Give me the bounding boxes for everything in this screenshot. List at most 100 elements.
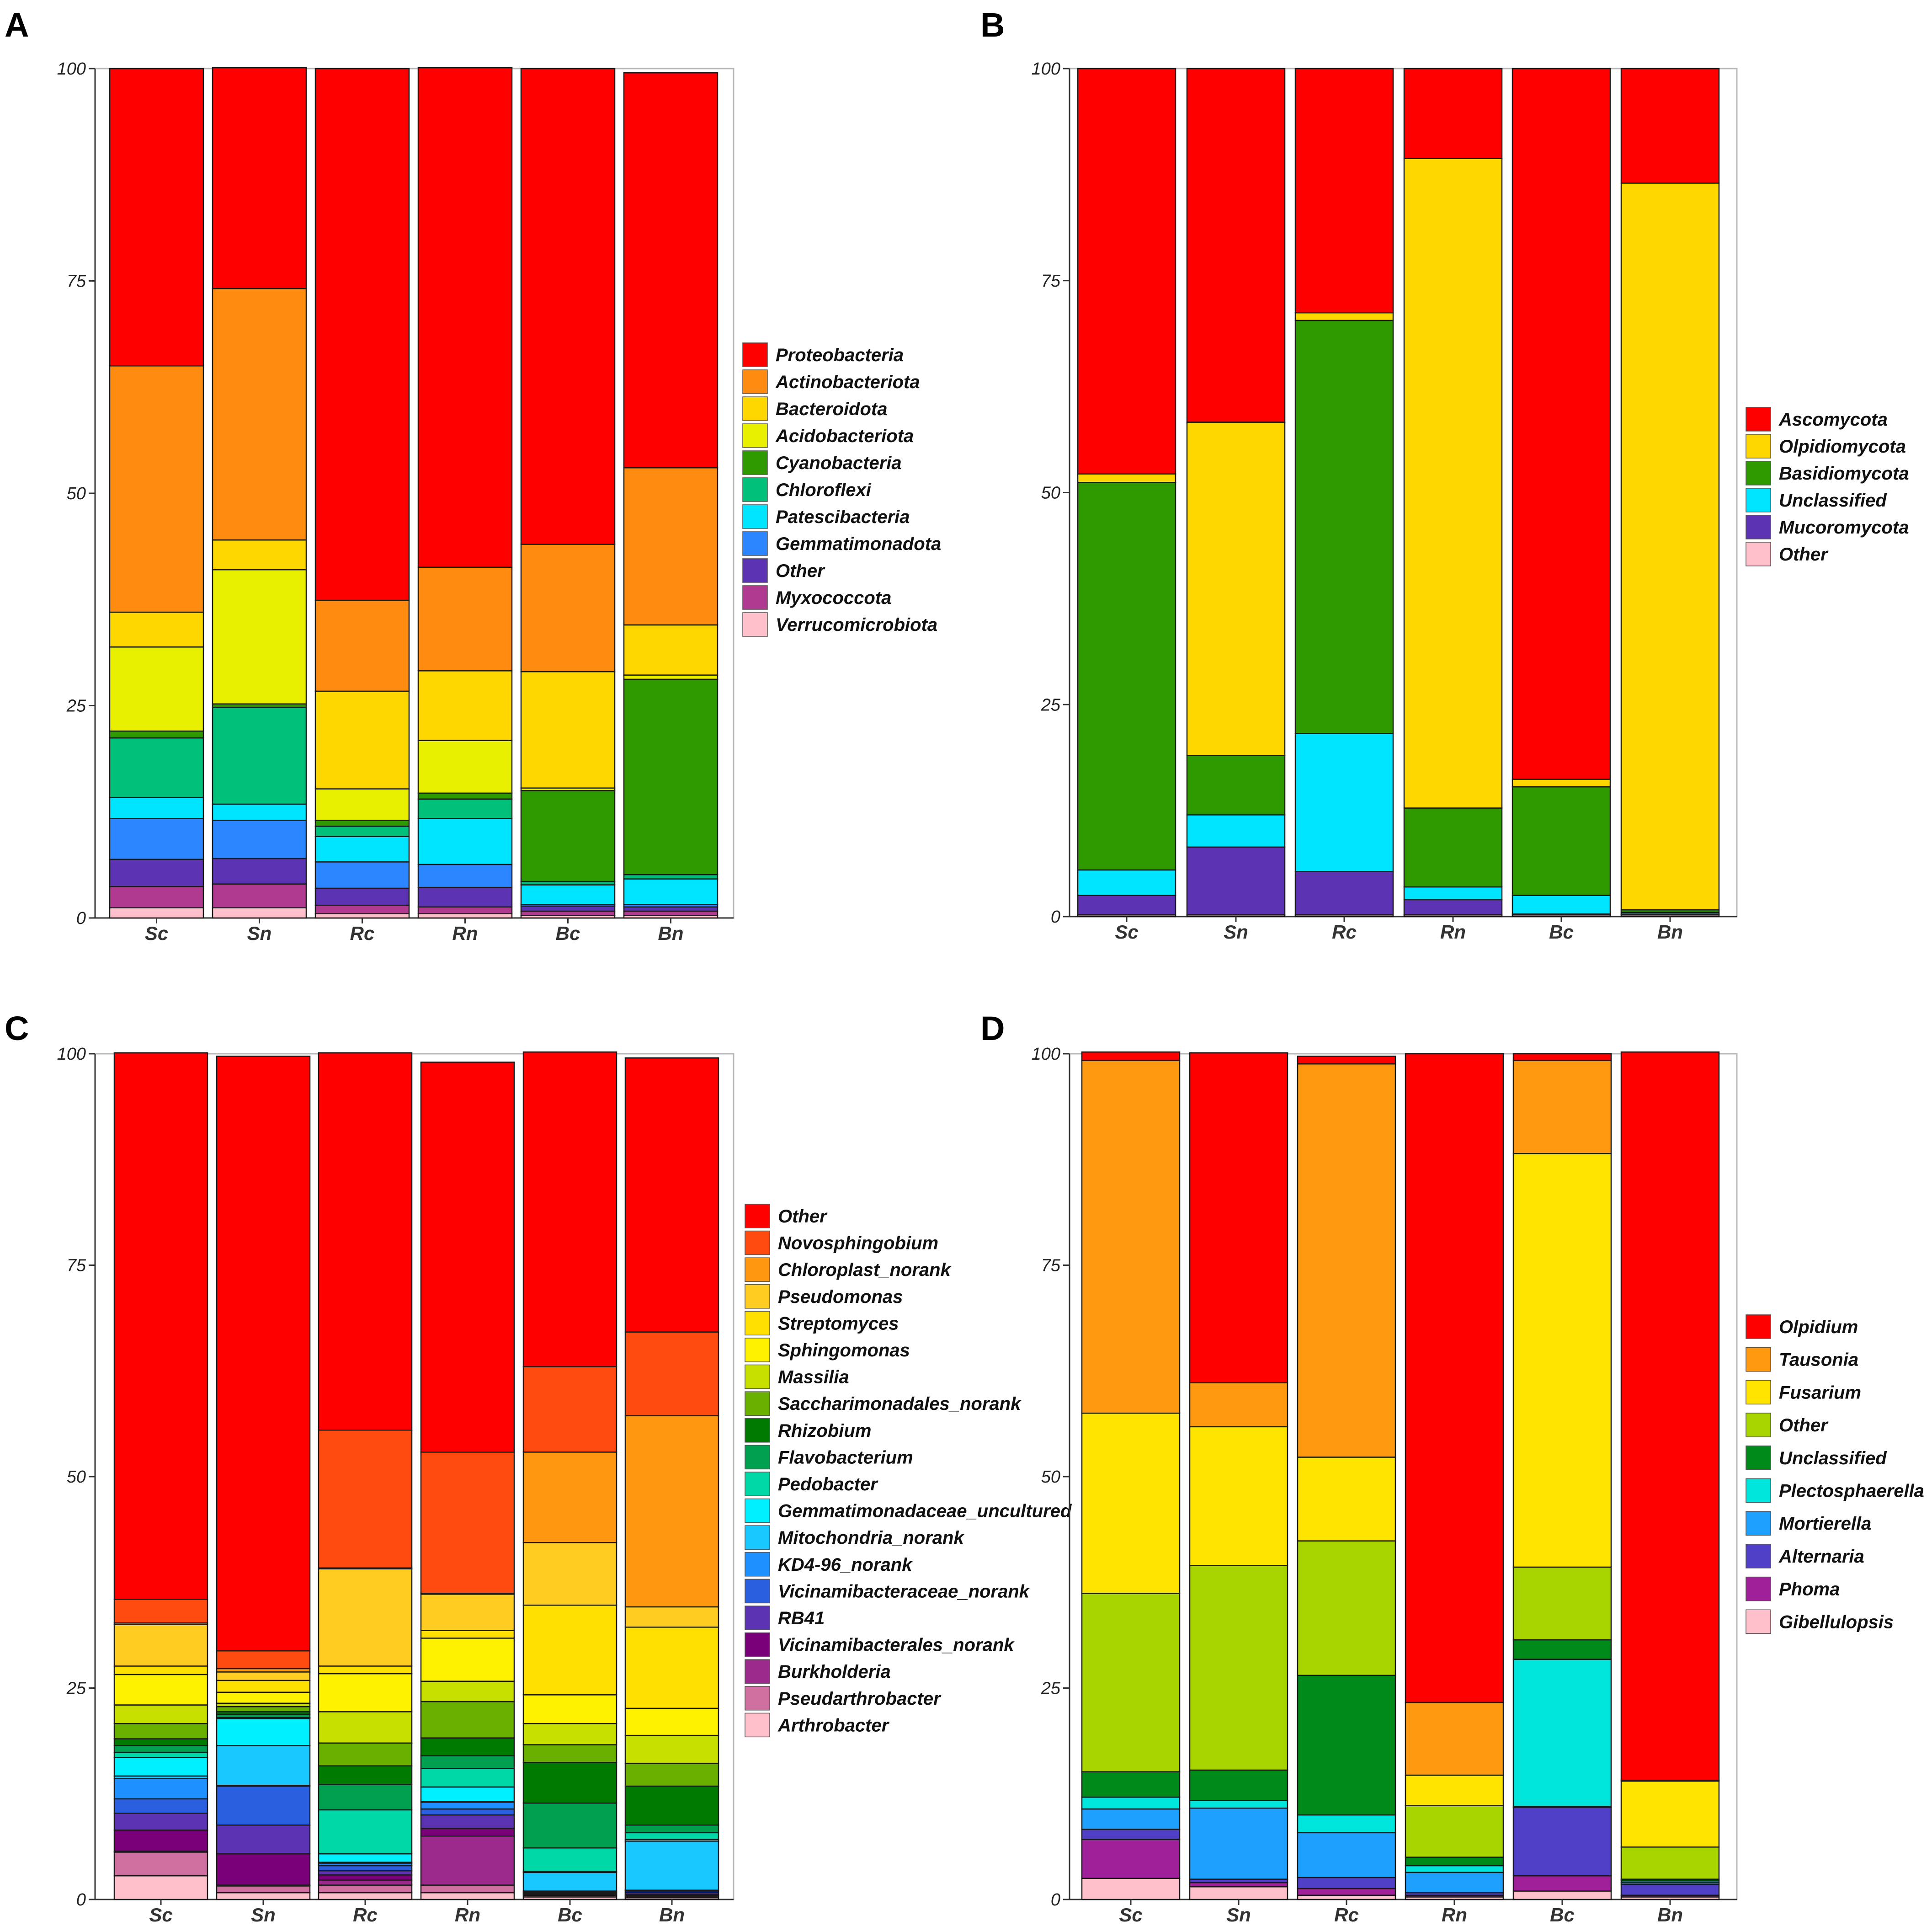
- bar-rc: [314, 68, 410, 919]
- bar-segment-pedobacter: [420, 1768, 515, 1788]
- bar-segment-pseudomonas: [318, 1568, 413, 1667]
- bar-segment-vicinamibacterales-norank: [420, 1828, 515, 1837]
- legend-item-pedobacter: Pedobacter: [745, 1472, 878, 1496]
- bar-segment-rhizobium: [318, 1765, 413, 1785]
- bar-sn: [1189, 1052, 1288, 1900]
- legend-swatch: [1746, 515, 1771, 539]
- legend-swatch: [1746, 1413, 1771, 1437]
- x-tick-label: Rc: [1332, 921, 1357, 943]
- bar-segment-mucoromycota: [1294, 871, 1394, 916]
- legend-swatch: [745, 1338, 770, 1362]
- legend-item-tausonia: Tausonia: [1746, 1347, 1858, 1372]
- bar-segment-olpidium: [1081, 1051, 1181, 1062]
- bar-segment-arthrobacter: [216, 1892, 311, 1900]
- legend-item-verrucomicrobiota: Verrucomicrobiota: [742, 612, 937, 637]
- legend-item-other: Other: [745, 1204, 828, 1228]
- legend-label: Mucoromycota: [1779, 518, 1909, 538]
- legend-label: Myxococcota: [776, 588, 891, 608]
- legend-swatch: [745, 1579, 770, 1604]
- bar-segment-massilia: [318, 1711, 413, 1744]
- legend-label: Olpidium: [1779, 1317, 1858, 1337]
- legend-item-mortierella: Mortierella: [1746, 1511, 1871, 1536]
- legend-label: Chloroflexi: [776, 480, 872, 500]
- legend-label: Rhizobium: [778, 1421, 871, 1441]
- bar-segment-proteobacteria: [314, 68, 410, 601]
- bar-segment-massilia: [624, 1734, 719, 1764]
- legend-label: Alternaria: [1778, 1547, 1864, 1567]
- bar-segment-flavobacterium: [113, 1745, 208, 1753]
- legend-label: Basidiomycota: [1779, 464, 1909, 484]
- bar-segment-unclassified: [1077, 869, 1176, 896]
- bar-segment-acidobacteriota: [212, 569, 307, 705]
- bar-segment-tausonia: [1297, 1063, 1396, 1458]
- x-tick-label: Rn: [455, 1904, 480, 1926]
- bar-segment-massilia: [522, 1723, 617, 1745]
- bar-segment-streptomyces: [522, 1604, 617, 1696]
- bar-segment-rb41: [216, 1824, 311, 1855]
- legend-label: Gibellulopsis: [1779, 1612, 1894, 1632]
- bar-segment-other: [420, 1062, 515, 1453]
- panel-b: B 0 25 50 75 100 Sc Sn Rc Rn Bc Bn Ascomycota Olpidio…: [980, 6, 1909, 943]
- bar-segment-acidobacteriota: [314, 788, 410, 821]
- legend: Other Novosphingobium Chloroplast_norank Ps…: [745, 1204, 1072, 1738]
- bar-segment-sphingomonas: [216, 1691, 311, 1704]
- bar-segment-kd4-96-norank: [113, 1778, 208, 1800]
- bar-rn: [1403, 68, 1503, 918]
- bar-segment-patescibacteria: [212, 803, 307, 821]
- legend-swatch: [742, 585, 768, 610]
- bar-segment-olpidium: [1405, 1053, 1504, 1703]
- bar-segment-vicinamibacterales-norank: [113, 1830, 208, 1852]
- bar-segment-myxococcota: [109, 886, 204, 908]
- bar-segment-proteobacteria: [520, 68, 616, 545]
- legend-swatch: [745, 1204, 770, 1228]
- bar-segment-vicinamibacteraceae-norank: [420, 1808, 515, 1816]
- bar-segment-mortierella: [1189, 1807, 1288, 1880]
- bar-segment-pseudomonas: [113, 1624, 208, 1667]
- bar-segment-other: [1405, 1805, 1504, 1858]
- bar-segment-other: [1189, 1565, 1288, 1771]
- bar-segment-patescibacteria: [417, 818, 513, 865]
- panel-label: A: [5, 6, 29, 44]
- y-tick-label: 0: [1051, 1890, 1060, 1910]
- bar-segment-basidiomycota: [1294, 320, 1394, 734]
- bar-segment-unclassified: [1189, 1769, 1288, 1801]
- legend-swatch: [745, 1391, 770, 1416]
- bar-segment-cyanobacteria: [417, 792, 513, 800]
- legend-item-gemmatimonadaceae-uncultured: Gemmatimonadaceae_uncultured: [745, 1498, 1072, 1523]
- bar-segment-rhizobium: [113, 1738, 208, 1746]
- legend-label: Mortierella: [1779, 1514, 1871, 1534]
- bar-segment-bacteroidota: [109, 611, 204, 648]
- bar-rc: [1294, 68, 1394, 918]
- bar-segment-sphingomonas: [113, 1674, 208, 1706]
- bar-segment-olpidiomycota: [1403, 158, 1503, 809]
- bar-segment-plectosphaerella: [1081, 1796, 1181, 1810]
- bar-segment-fusarium: [1297, 1457, 1396, 1542]
- bar-segment-mitochondria-norank: [522, 1872, 617, 1892]
- bar-segment-novosphingobium: [624, 1331, 719, 1417]
- y-tick-label: 25: [1041, 695, 1061, 715]
- legend-label: Other: [1779, 1415, 1829, 1435]
- bar-segment-saccharimonadales-norank: [113, 1723, 208, 1739]
- legend-item-plectosphaerella: Plectosphaerella: [1746, 1478, 1924, 1503]
- legend-item-arthrobacter: Arthrobacter: [745, 1713, 890, 1738]
- legend-label: Unclassified: [1779, 1448, 1887, 1468]
- legend-swatch: [1746, 1511, 1771, 1536]
- bar-segment-other: [1620, 1846, 1720, 1880]
- x-tick-label: Rn: [1440, 921, 1466, 943]
- bar-bc: [522, 1051, 617, 1900]
- bar-segment-ascomycota: [1620, 68, 1720, 184]
- bar-segment-pseudomonas: [420, 1593, 515, 1631]
- legend-item-other: Other: [1746, 542, 1829, 566]
- legend-item-mitochondria-norank: Mitochondria_norank: [745, 1525, 964, 1550]
- legend-item-vicinamibacterales-norank: Vicinamibacterales_norank: [745, 1632, 1015, 1657]
- bar-segment-unclassified: [1405, 1857, 1504, 1867]
- panel-a: A 0 25 50 75 100 Sc Sn Rc Rn Bc Bn Proteobacteria Act…: [5, 6, 941, 944]
- bar-segment-unclassified: [1512, 895, 1611, 915]
- bar-rc: [318, 1052, 413, 1900]
- bar-sn: [216, 1056, 311, 1900]
- bar-segment-tausonia: [1512, 1060, 1612, 1154]
- x-tick-label: Rn: [1442, 1904, 1467, 1926]
- legend-swatch: [745, 1257, 770, 1282]
- bar-segment-plectosphaerella: [1405, 1865, 1504, 1873]
- legend-item-chloroplast-norank: Chloroplast_norank: [745, 1257, 952, 1282]
